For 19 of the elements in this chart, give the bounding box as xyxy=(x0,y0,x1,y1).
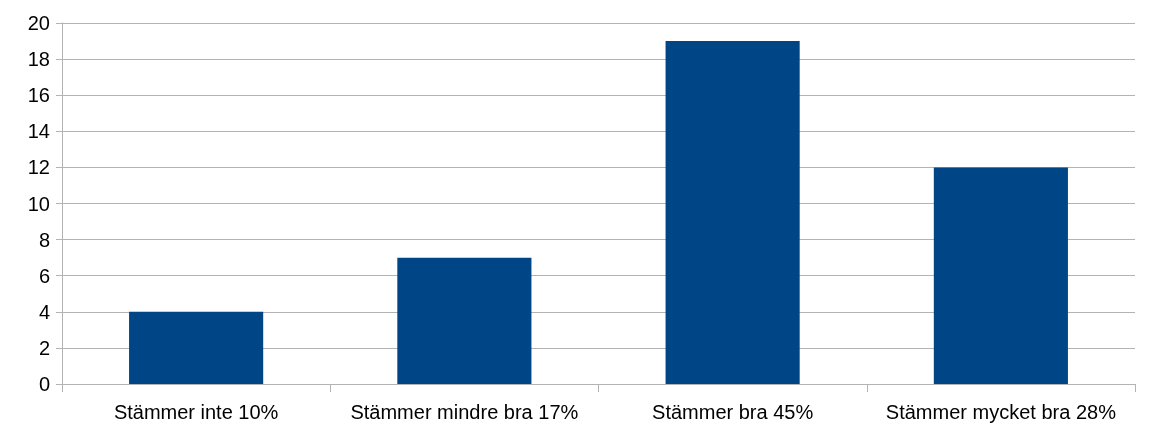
x-tick-label: Stämmer inte 10% xyxy=(113,401,279,423)
y-tick-label: 10 xyxy=(27,192,50,215)
y-tick-label: 2 xyxy=(38,336,50,359)
y-tick-label: 14 xyxy=(27,120,50,143)
bar xyxy=(933,167,1068,384)
bar xyxy=(129,311,264,384)
y-tick-label: 8 xyxy=(38,228,50,251)
y-tick-label: 12 xyxy=(27,156,50,179)
y-tick-label: 6 xyxy=(38,264,50,287)
x-tick-label: Stämmer bra 45% xyxy=(652,401,814,423)
x-tick-label: Stämmer mycket bra 28% xyxy=(885,401,1117,423)
bar xyxy=(397,257,532,384)
y-tick-label: 16 xyxy=(27,84,50,107)
y-tick-label: 4 xyxy=(38,300,50,323)
y-tick-label: 20 xyxy=(27,12,50,34)
x-tick-label: Stämmer mindre bra 17% xyxy=(350,401,579,423)
y-tick-label: 18 xyxy=(27,48,50,71)
bar xyxy=(665,41,800,384)
y-tick-label: 0 xyxy=(38,373,50,395)
